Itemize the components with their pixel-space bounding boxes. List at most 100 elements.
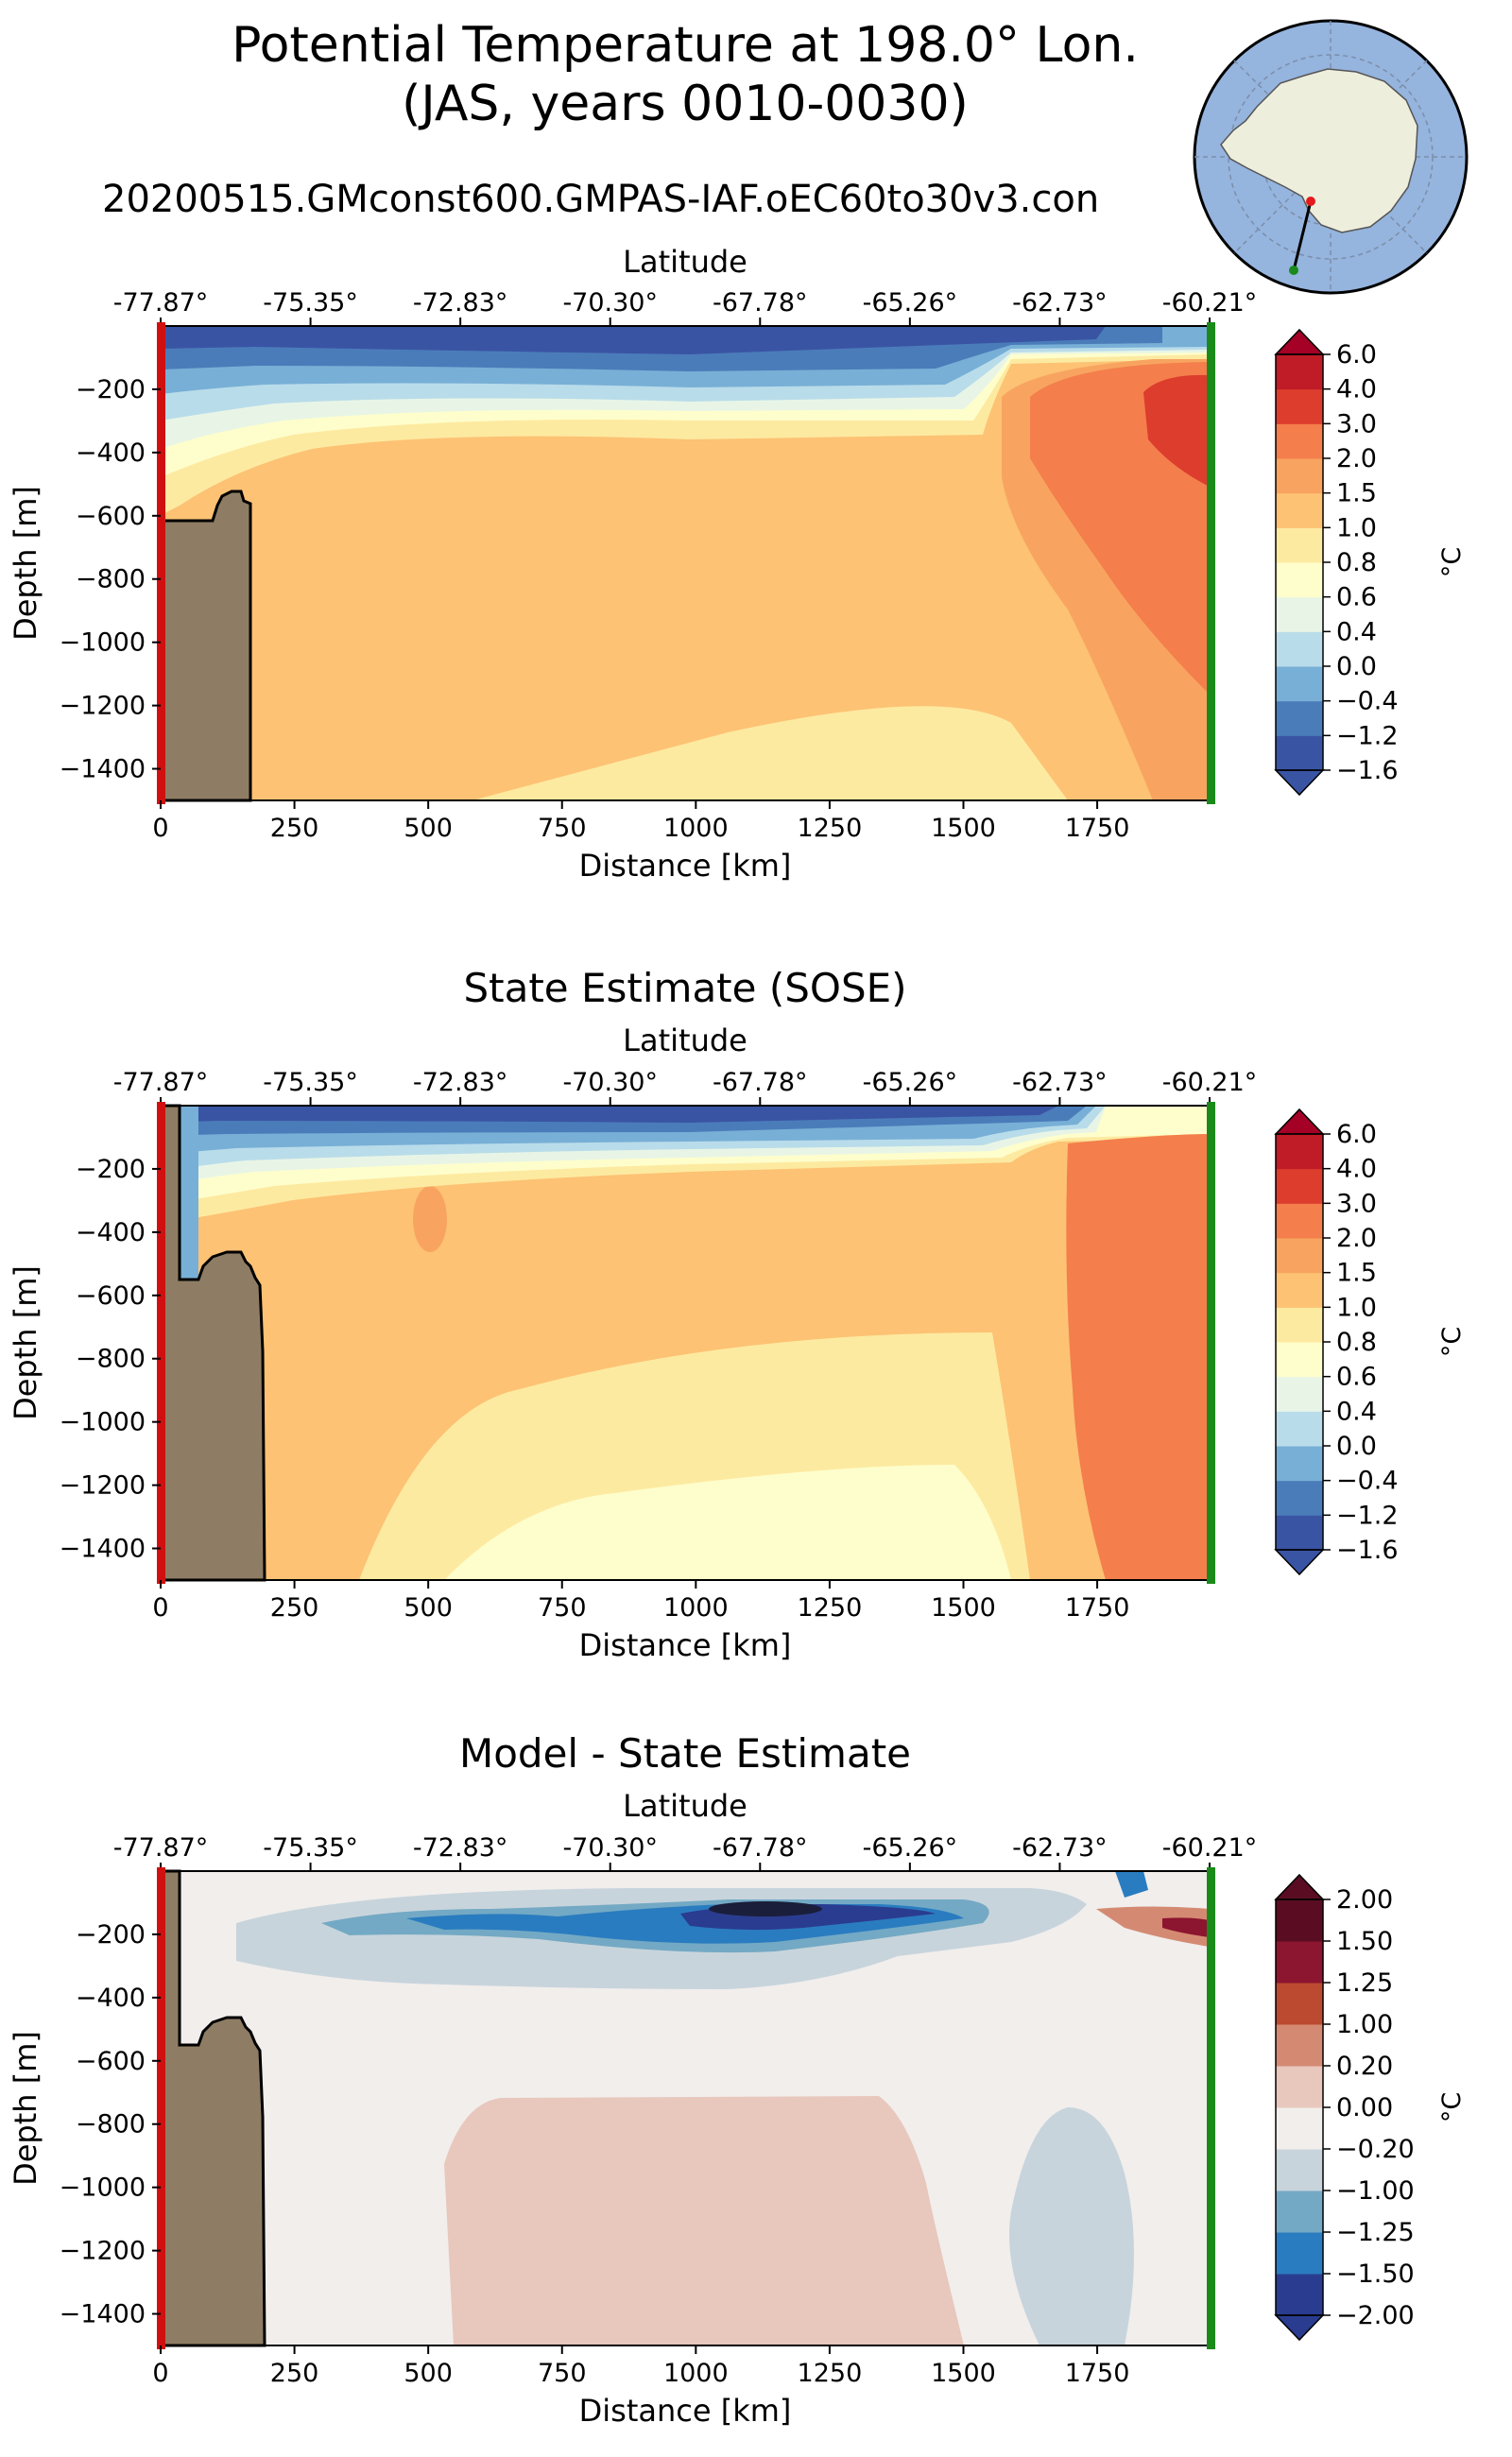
x-tick-label: 750 [538, 814, 587, 843]
x-tick-label: 1750 [1065, 1593, 1130, 1623]
y-tick-label: −1000 [60, 1408, 146, 1437]
figure-title-line2: (JAS, years 0010-0030) [402, 76, 969, 132]
section-end-line [1207, 1867, 1215, 2349]
latitude-ticks: -77.87° -75.35° -72.83° -70.30° -67.78° -65.2… [113, 1068, 1258, 1106]
colorbar-tick-label: 1.5 [1336, 479, 1377, 508]
distance-axis-label: Distance [km] [579, 848, 792, 884]
figure-title-line1: Potential Temperature at 198.0° Lon. [232, 17, 1139, 74]
depth-axis-label: Depth [m] [8, 2031, 43, 2186]
colorbar-tick-label: 1.5 [1336, 1259, 1377, 1288]
inset-section-end-marker [1289, 266, 1298, 275]
distance-ticks: 0 250 500 750 1000 1250 1500 1750 [152, 800, 1129, 843]
colorbar-swatch [1276, 2024, 1323, 2067]
colorbar-extend-min [1274, 769, 1325, 797]
lat-tick-label: -60.21° [1162, 1833, 1258, 1863]
panel-title: State Estimate (SOSE) [463, 965, 906, 1011]
x-tick-label: 500 [404, 814, 453, 843]
panel-difference: Model - State Estimate Latitude -77.87° -… [8, 1730, 1467, 2429]
depth-ticks: −200 −400 −600 −800 −1000 −1200 −1400 [60, 375, 161, 784]
panel-model: Latitude -77.87° -75.35° -72.83° -70.30° -67… [8, 244, 1467, 884]
lat-tick-label: -75.35° [263, 1068, 358, 1097]
colorbar-tick-label: 0.8 [1336, 1328, 1377, 1357]
y-tick-label: −400 [76, 438, 146, 468]
seafloor-bathymetry [159, 490, 252, 802]
colorbar-tick-label: 1.00 [1336, 2010, 1393, 2039]
latitude-axis-label: Latitude [623, 1022, 747, 1058]
section-end-line [1207, 322, 1215, 804]
colorbar-swatch [1276, 1480, 1323, 1516]
x-tick-label: 500 [404, 2359, 453, 2388]
lat-tick-label: -77.87° [113, 1068, 209, 1097]
x-tick-label: 1000 [663, 1593, 729, 1623]
panel-title: Model - State Estimate [459, 1730, 911, 1777]
figure-header: Potential Temperature at 198.0° Lon. (JA… [0, 0, 1512, 284]
colorbar-extend-max [1274, 1873, 1325, 1900]
colorbar-swatch [1276, 388, 1323, 424]
lat-tick-label: -75.35° [263, 288, 358, 318]
y-tick-label: −800 [76, 565, 146, 594]
distance-axis-label: Distance [km] [579, 2393, 792, 2429]
lat-tick-label: -62.73° [1012, 288, 1108, 318]
shelf-cold-water [180, 1106, 198, 1280]
run-name: 20200515.GMconst600.GMPAS-IAF.oEC60to30v… [102, 178, 1100, 221]
x-tick-label: 1250 [798, 2359, 863, 2388]
colorbar-tick-label: −0.4 [1336, 1467, 1399, 1496]
depth-ticks: −200 −400 −600 −800 −1000 −1200 −1400 [60, 1920, 161, 2329]
x-tick-label: 750 [538, 1593, 587, 1623]
colorbar-tick-label: 6.0 [1336, 1120, 1377, 1149]
lat-tick-label: -65.26° [863, 1833, 958, 1863]
colorbar-tick-label: 1.25 [1336, 1968, 1393, 1998]
colorbar-tick-label: 3.0 [1336, 409, 1377, 438]
colorbar-tick-label: 4.0 [1336, 375, 1377, 404]
colorbar-swatch [1276, 1515, 1323, 1551]
lat-tick-label: -70.30° [562, 1833, 658, 1863]
colorbar-tick-label: 0.4 [1336, 617, 1377, 646]
colorbar-tick-label: 2.0 [1336, 1224, 1377, 1253]
lat-tick-label: -62.73° [1012, 1068, 1108, 1097]
seafloor-bathymetry [159, 1104, 266, 1582]
colorbar-extend-min [1274, 2314, 1325, 2342]
x-tick-label: 250 [270, 2359, 319, 2388]
surface-layer-neg16 [161, 326, 1106, 354]
y-tick-label: −400 [76, 1984, 146, 2013]
lat-tick-label: -67.78° [713, 1833, 808, 1863]
x-tick-label: 250 [270, 1593, 319, 1623]
negative-anomaly-east-surface [1115, 1871, 1148, 1898]
x-tick-label: 250 [270, 814, 319, 843]
y-tick-label: −1000 [60, 2174, 146, 2203]
colorbar-swatch [1276, 492, 1323, 528]
x-tick-label: 1750 [1065, 2359, 1130, 2388]
isolated-warm-eddy [413, 1186, 447, 1252]
y-tick-label: −800 [76, 1345, 146, 1374]
colorbar-swatch [1276, 596, 1323, 632]
negative-anomaly-deep [1009, 2107, 1134, 2345]
colorbar-tick-label: −1.2 [1336, 1501, 1399, 1530]
colorbar-swatch [1276, 354, 1323, 390]
latitude-ticks: -77.87° -75.35° -72.83° -70.30° -67.78° -65.2… [113, 1833, 1258, 1871]
x-tick-label: 0 [152, 1593, 168, 1623]
colorbar-tick-label: −2.00 [1336, 2301, 1415, 2330]
warm-core-40 [1143, 374, 1210, 487]
surface-layer-neg16 [161, 1106, 1058, 1123]
x-tick-label: 1500 [931, 814, 996, 843]
colorbar-swatch [1276, 1446, 1323, 1482]
colorbar-tick-label: 2.0 [1336, 444, 1377, 473]
colorbar-swatch [1276, 1203, 1323, 1239]
colorbar-swatch [1276, 2232, 1323, 2275]
x-tick-label: 1750 [1065, 814, 1130, 843]
colorbar-tick-label: 0.6 [1336, 583, 1377, 612]
colorbar-swatch [1276, 1238, 1323, 1274]
y-tick-label: −1200 [60, 692, 146, 721]
section-end-line [1207, 1102, 1215, 1584]
colorbar-swatch [1276, 700, 1323, 736]
plot-area [157, 322, 1215, 804]
latitude-axis-label: Latitude [623, 1788, 747, 1824]
x-tick-label: 1250 [798, 1593, 863, 1623]
colorbar-swatch [1276, 1899, 1323, 1942]
lat-tick-label: -77.87° [113, 1833, 209, 1863]
colorbar-extend-min [1274, 1549, 1325, 1576]
colorbar-tick-label: −0.4 [1336, 687, 1399, 716]
y-tick-label: −1200 [60, 2237, 146, 2266]
x-tick-label: 500 [404, 1593, 453, 1623]
lat-tick-label: -60.21° [1162, 1068, 1258, 1097]
